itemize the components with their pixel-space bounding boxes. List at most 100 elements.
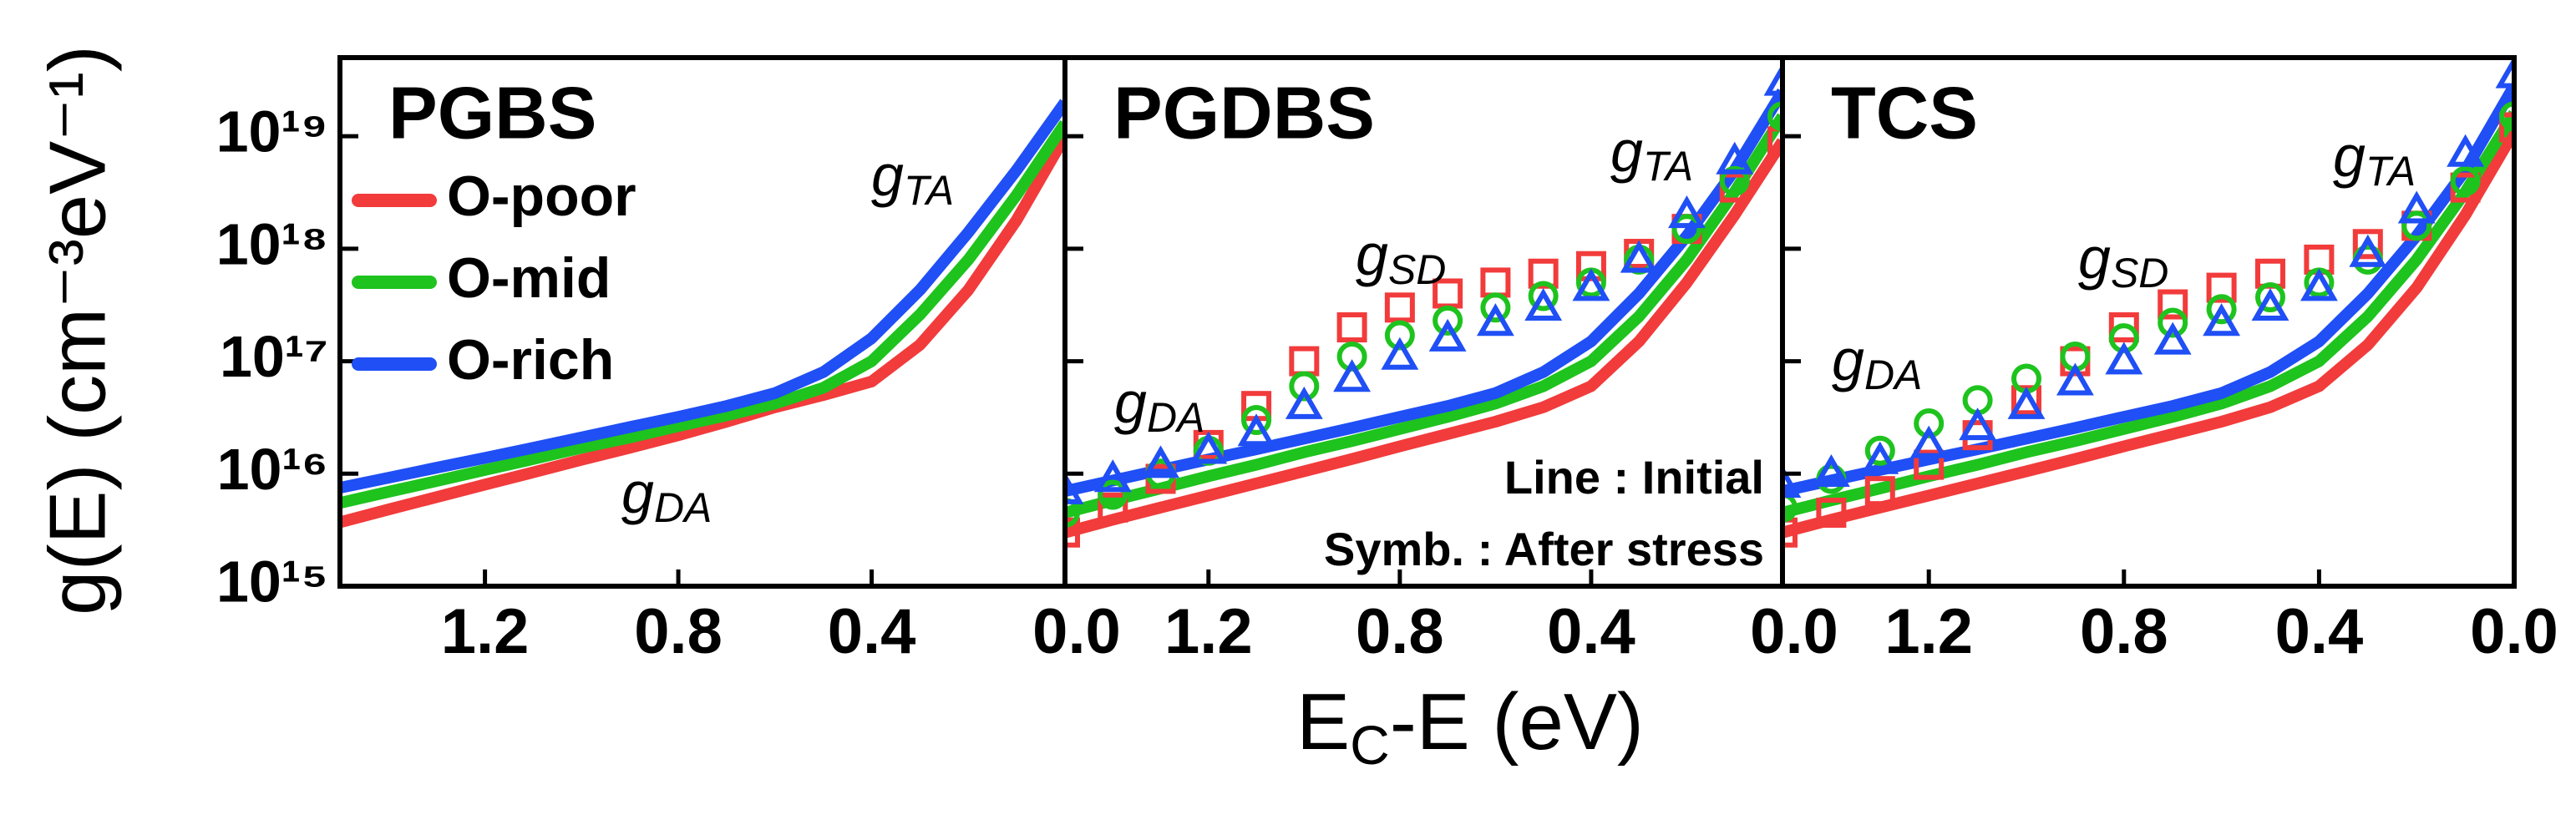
annotation: gDA [1832,327,1922,398]
marker-circle [2206,294,2237,325]
legend-label: O-rich [447,328,614,392]
x-tick-label: 0.8 [634,596,723,667]
panel-title: PGDBS [1113,71,1375,154]
marker-circle [1098,479,1128,510]
x-tick-label: 0.0 [1750,596,1838,667]
marker-triangle [1065,471,1084,504]
marker-square [2108,312,2139,343]
marker-square [1528,258,1559,289]
marker-triangle [2447,134,2485,167]
x-axis-label: EC-E (eV) [1296,677,1644,776]
marker-circle [1864,435,1895,466]
series-line [1782,129,2514,539]
marker-triangle [2495,58,2514,89]
plot-area [340,99,1065,529]
annotation-sub: DA [654,484,712,531]
x-axis-label-rest: -E (eV) [1390,677,1644,767]
annotation-sub: TA [2366,148,2416,195]
marker-triangle [1909,425,1948,458]
marker-circle [2255,282,2285,313]
marker-square [1767,126,1782,157]
marker-triangle [1237,413,1275,447]
annotation: gDA [1114,370,1204,441]
plot-area [1782,58,2514,548]
annotation: gTA [2333,124,2416,195]
marker-square [1384,292,1415,323]
annotation-base: g [2333,124,2366,189]
series-line [340,99,1065,493]
plot-area [1065,63,1782,548]
x-tick-label: 0.4 [1547,596,1635,667]
marker-triangle [2349,234,2387,267]
x-tick-label: 0.4 [828,596,916,667]
x-axis-label-base: E [1296,677,1350,767]
marker-triangle [1861,441,1899,474]
marker-triangle [1093,459,1132,493]
marker-circle [2499,101,2514,132]
marker-square [1864,476,1895,507]
marker-circle [2401,210,2432,241]
marker-triangle [2056,362,2094,396]
y-tick-label: 10¹⁶ [217,437,328,502]
x-tick-label: 0.4 [2275,596,2364,667]
marker-circle [1065,498,1080,529]
marker-circle [1528,281,1559,311]
annotation-base: g [1610,119,1643,184]
annotation: gDA [621,460,712,531]
marker-triangle [1572,268,1610,301]
marker-circle [2158,307,2188,338]
x-axis-label-sub: C [1350,714,1390,776]
marker-square [1336,312,1367,343]
marker-circle [1782,492,1798,523]
marker-circle [1241,405,1272,436]
series-line [1065,113,1782,519]
marker-square [2499,112,2514,143]
marker-circle [1433,305,1463,336]
marker-circle [1719,165,1750,196]
y-tick-label: 10¹⁹ [216,99,328,164]
annotation-sub: DA [1147,394,1204,441]
marker-square [1782,517,1798,548]
marker-triangle [1189,431,1228,464]
marker-square [1289,346,1320,377]
marker-circle [1384,320,1415,351]
marker-triangle [1381,337,1419,370]
series-line [1065,138,1782,539]
marker-triangle [1476,303,1514,337]
x-tick-label: 0.8 [2080,596,2168,667]
note: Line : Initial [1504,451,1764,504]
marker-triangle [1812,454,1850,488]
marker-circle [1767,101,1782,132]
annotation: gSD [2078,225,2168,296]
marker-triangle [2203,303,2241,337]
marker-triangle [1285,386,1323,419]
annotation-base: g [1356,222,1388,287]
y-axis-label: g(E) (cm⁻³eV⁻¹) [33,45,122,615]
marker-circle [2450,165,2481,196]
y-tick-label: 10¹⁵ [216,549,328,614]
legend-label: O-mid [447,246,611,310]
marker-triangle [1524,288,1563,321]
annotation-sub: SD [2111,250,2168,296]
marker-square [2158,289,2188,320]
panel-title: PGBS [388,71,596,154]
annotation-base: g [621,460,654,525]
series-line [1065,88,1782,498]
marker-square [1816,498,1847,529]
marker-triangle [1763,63,1782,96]
marker-triangle [1428,318,1467,352]
marker-square [1480,267,1511,298]
annotation: gTA [1610,119,1693,190]
marker-circle [1914,408,1945,439]
marker-triangle [1668,195,1706,229]
marker-circle [1480,292,1511,323]
x-tick-label: 1.2 [1164,596,1253,667]
marker-triangle [1620,240,1658,273]
legend-label: O-poor [447,164,636,228]
marker-square [2206,272,2237,303]
note: Symb. : After stress [1324,523,1764,575]
marker-triangle [2397,190,2436,224]
annotation-base: g [1114,370,1147,435]
x-tick-label: 1.2 [1884,596,1973,667]
marker-triangle [2153,321,2192,355]
